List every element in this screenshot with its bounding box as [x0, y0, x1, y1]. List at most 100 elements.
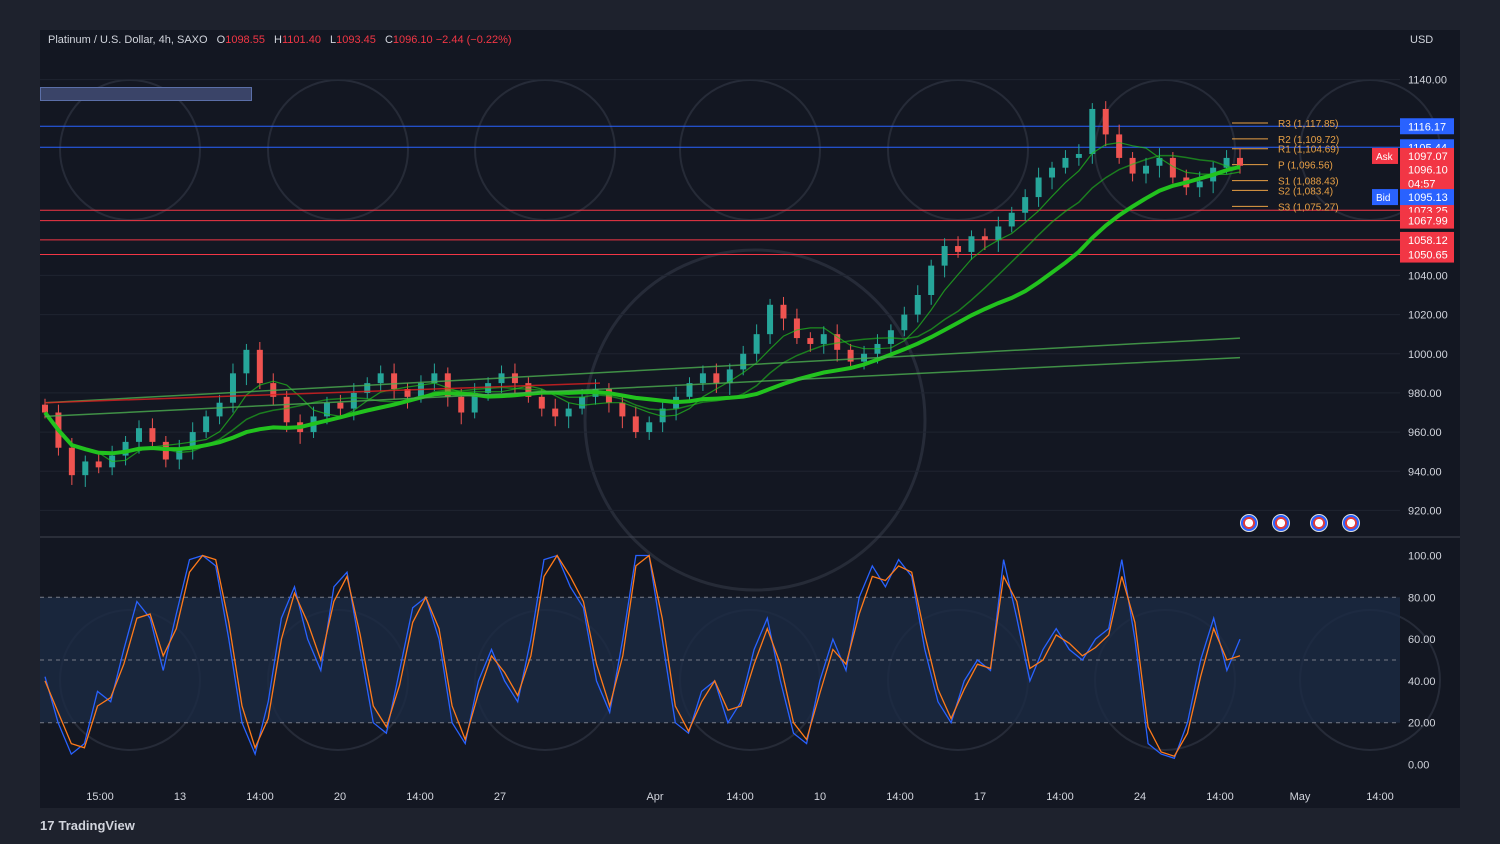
candle-body [203, 416, 210, 433]
level-price-tag [1400, 212, 1454, 229]
us-flag-event-icon[interactable] [1310, 514, 1328, 532]
candle-body [646, 422, 653, 433]
candle-body [1062, 157, 1069, 168]
candle-body [565, 408, 572, 417]
x-tick-label: 20 [334, 791, 346, 803]
stoch-y-tick-label: 100.00 [1408, 550, 1442, 562]
x-tick-label: 14:00 [246, 791, 274, 803]
candle-body [323, 402, 330, 417]
level-price-text: 1067.99 [1408, 216, 1448, 228]
candle-body [337, 402, 344, 409]
candle-body [1237, 157, 1243, 166]
indicator-legend-bar[interactable] [40, 87, 252, 101]
candle-body [1075, 154, 1082, 158]
candle-body [579, 396, 586, 409]
candle-body [364, 383, 371, 393]
level-price-tag [1400, 231, 1454, 248]
candle-body [1116, 134, 1123, 158]
stoch-y-tick-label: 60.00 [1408, 634, 1436, 646]
currency-label[interactable]: USD [1410, 34, 1434, 46]
x-tick-label: 24 [1134, 791, 1146, 803]
candle-body [1129, 157, 1136, 174]
x-tick-label: 14:00 [406, 791, 434, 803]
x-tick-label: 27 [494, 791, 506, 803]
candle-body [699, 373, 706, 384]
x-tick-label: 14:00 [1046, 791, 1074, 803]
candle-body [216, 402, 223, 417]
ma-thick-line [43, 164, 1241, 456]
candle-body [941, 246, 948, 266]
close-label: C [384, 34, 393, 46]
level-price-tag [1400, 246, 1454, 263]
candle-body [68, 447, 75, 476]
last-price: 1096.10 [1408, 165, 1448, 177]
last-price-bg [1400, 161, 1454, 192]
stoch-d-line [44, 554, 1241, 757]
x-tick-label: Apr [646, 791, 663, 803]
candle-body [767, 304, 774, 335]
candle-body [686, 383, 693, 397]
candle-body [793, 318, 800, 339]
watermark-circle [267, 79, 409, 221]
candle-body [753, 334, 760, 354]
candle-body [283, 396, 290, 423]
pivot-label: R1 (1,104.69) [1278, 145, 1339, 156]
x-tick-label: 17 [974, 791, 986, 803]
candle-body [95, 461, 102, 468]
stoch-y-tick-label: 80.00 [1408, 592, 1436, 604]
ask-price-bg [1400, 147, 1454, 164]
us-flag-event-icon[interactable] [1342, 514, 1360, 532]
pivot-label: S2 (1,083.4) [1278, 186, 1333, 197]
open-label: O [216, 34, 226, 46]
candle-body [243, 349, 250, 374]
candle-body [1089, 108, 1096, 154]
candle-body [820, 334, 827, 344]
y-tick-label: 1000.00 [1408, 349, 1448, 361]
watermark-circle [59, 79, 201, 221]
candle-body [955, 246, 962, 252]
tradingview-logo-icon: 17 [40, 818, 55, 833]
candle-body [431, 373, 438, 384]
candle-body [229, 373, 236, 403]
candle-body [525, 383, 532, 397]
candle-body [1156, 157, 1163, 166]
bar-countdown: 04:57 [1408, 179, 1436, 191]
pivot-label: S3 (1,075.27) [1278, 202, 1339, 213]
level-price-tag [1400, 118, 1454, 135]
open-value: 1098.55 [225, 34, 265, 46]
candle-body [1035, 177, 1042, 198]
candle-body [968, 236, 975, 252]
candle-body [619, 402, 626, 417]
candle-body [632, 416, 639, 433]
candle-body [1008, 212, 1015, 227]
level-price-text: 1050.65 [1408, 250, 1448, 262]
x-tick-label: May [1290, 791, 1311, 803]
candle-body [1223, 157, 1230, 168]
x-tick-label: 14:00 [886, 791, 914, 803]
high-value: 1101.40 [281, 34, 321, 46]
close-value: 1096.10 [392, 34, 433, 46]
stoch-y-tick-label: 20.00 [1408, 718, 1436, 730]
candle-body [847, 349, 854, 362]
x-tick-label: 15:00 [86, 791, 114, 803]
candle-body [780, 304, 787, 319]
candle-body [887, 330, 894, 344]
pivot-label: R2 (1,109.72) [1278, 135, 1339, 146]
ask-tag-bg [1372, 147, 1398, 164]
candle-body [901, 314, 908, 331]
brand-name: TradingView [58, 818, 135, 833]
y-tick-label: 1020.00 [1408, 310, 1448, 322]
us-flag-event-icon[interactable] [1272, 514, 1290, 532]
us-flag-event-icon[interactable] [1240, 514, 1258, 532]
candle-body [176, 447, 183, 460]
candle-body [726, 369, 733, 384]
watermark-circle [474, 79, 616, 221]
candle-body [189, 432, 196, 448]
tradingview-brand[interactable]: 17 TradingView [40, 818, 135, 833]
candle-body [552, 408, 559, 417]
bid-tag-bg [1372, 189, 1398, 206]
candle-body [256, 349, 263, 384]
candle-body [135, 428, 142, 442]
candle-body [391, 373, 398, 389]
